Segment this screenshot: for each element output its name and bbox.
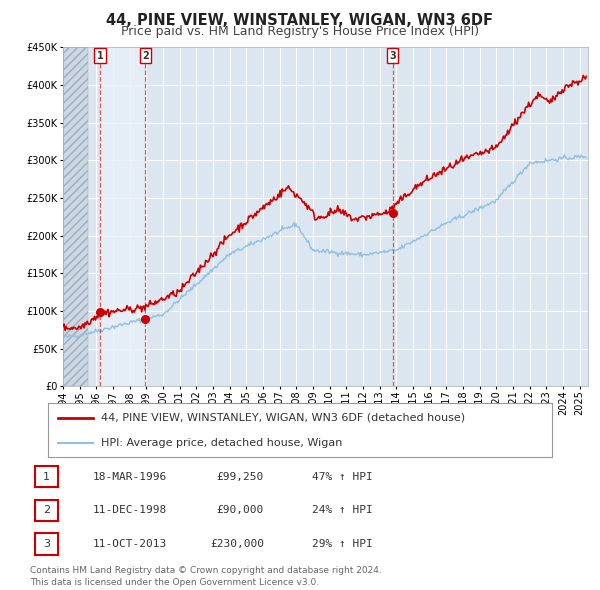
- Text: 18-MAR-1996: 18-MAR-1996: [93, 472, 167, 481]
- Text: £99,250: £99,250: [217, 472, 264, 481]
- Text: 44, PINE VIEW, WINSTANLEY, WIGAN, WN3 6DF (detached house): 44, PINE VIEW, WINSTANLEY, WIGAN, WN3 6D…: [101, 412, 465, 422]
- Text: 11-OCT-2013: 11-OCT-2013: [93, 539, 167, 549]
- Text: Price paid vs. HM Land Registry's House Price Index (HPI): Price paid vs. HM Land Registry's House …: [121, 25, 479, 38]
- Text: Contains HM Land Registry data © Crown copyright and database right 2024.
This d: Contains HM Land Registry data © Crown c…: [30, 566, 382, 587]
- Text: 3: 3: [43, 539, 50, 549]
- Text: 11-DEC-1998: 11-DEC-1998: [93, 506, 167, 515]
- Text: 24% ↑ HPI: 24% ↑ HPI: [312, 506, 373, 515]
- Text: 1: 1: [43, 472, 50, 481]
- Text: 44, PINE VIEW, WINSTANLEY, WIGAN, WN3 6DF: 44, PINE VIEW, WINSTANLEY, WIGAN, WN3 6D…: [107, 13, 493, 28]
- Text: 47% ↑ HPI: 47% ↑ HPI: [312, 472, 373, 481]
- Text: HPI: Average price, detached house, Wigan: HPI: Average price, detached house, Wiga…: [101, 438, 342, 448]
- Text: 3: 3: [389, 51, 396, 61]
- Text: 2: 2: [142, 51, 149, 61]
- Text: £230,000: £230,000: [210, 539, 264, 549]
- Text: 2: 2: [43, 506, 50, 515]
- Text: 29% ↑ HPI: 29% ↑ HPI: [312, 539, 373, 549]
- Text: 1: 1: [97, 51, 103, 61]
- Text: £90,000: £90,000: [217, 506, 264, 515]
